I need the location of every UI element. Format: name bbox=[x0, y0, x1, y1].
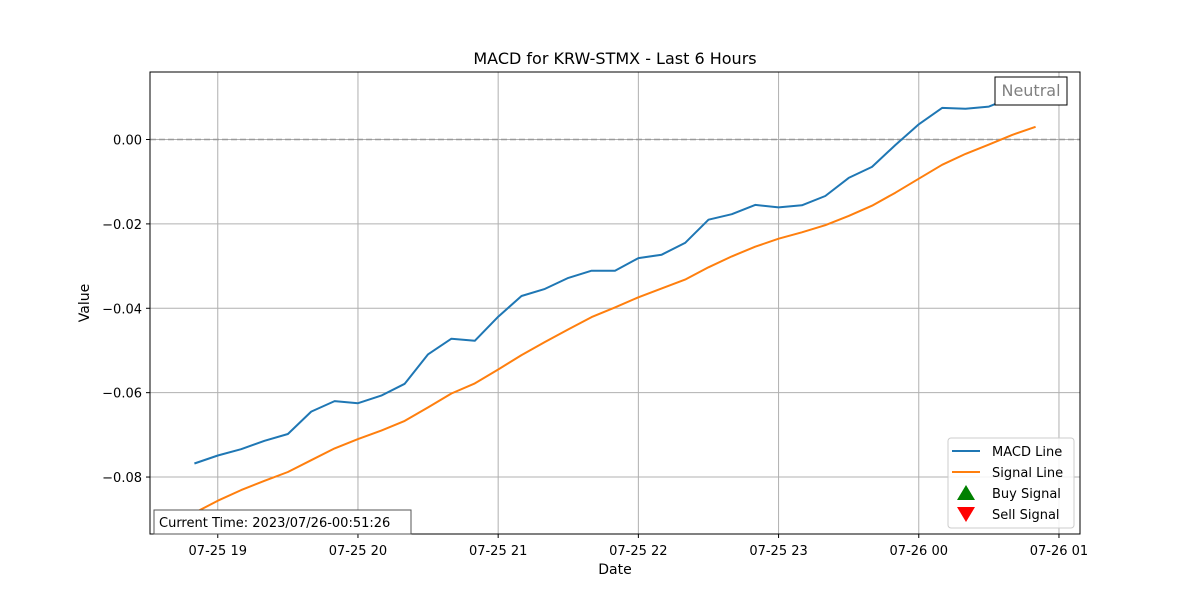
plot-frame bbox=[149, 71, 1081, 535]
y-tick-label: 0.00 bbox=[113, 134, 142, 149]
legend-sell-label: Sell Signal bbox=[992, 508, 1060, 523]
macd-line-series bbox=[194, 85, 1037, 465]
signal-annotation: Neutral bbox=[994, 76, 1068, 106]
x-tick-label: 07-25 19 bbox=[189, 544, 247, 559]
signal-annotation-box bbox=[994, 76, 1068, 106]
plot-area bbox=[150, 72, 1080, 534]
x-axis-ticks: 07-25 19 07-25 20 07-25 21 07-25 22 07-25 23… bbox=[189, 534, 1088, 559]
y-tick-label: −0.02 bbox=[102, 218, 142, 233]
current-time-text: Current Time: 2023/07/26-00:51:26 bbox=[159, 516, 390, 531]
x-axis-label: Date bbox=[598, 562, 631, 578]
y-axis-label: Value bbox=[77, 284, 93, 322]
y-tick-label: −0.04 bbox=[102, 302, 142, 317]
legend-signal-label: Signal Line bbox=[992, 466, 1063, 481]
grid bbox=[150, 72, 1080, 534]
current-time-box: Current Time: 2023/07/26-00:51:26 bbox=[153, 509, 412, 535]
x-tick-label: 07-25 21 bbox=[469, 544, 527, 559]
y-axis-ticks: 0.00 −0.02 −0.04 −0.06 −0.08 bbox=[102, 134, 150, 486]
legend-frame bbox=[947, 437, 1075, 529]
x-tick-label: 07-25 23 bbox=[749, 544, 807, 559]
x-tick-label: 07-26 01 bbox=[1030, 544, 1088, 559]
chart-title: MACD for KRW-STMX - Last 6 Hours bbox=[473, 49, 756, 68]
series-layer bbox=[193, 85, 1037, 514]
legend: MACD Line Signal Line Buy Signal Sell Si… bbox=[947, 437, 1075, 529]
legend-macd-label: MACD Line bbox=[992, 445, 1062, 460]
buy-signal-triangle-up-icon bbox=[957, 485, 975, 500]
y-tick-label: −0.08 bbox=[102, 471, 142, 486]
x-tick-label: 07-26 00 bbox=[890, 544, 948, 559]
current-time-frame bbox=[153, 509, 412, 535]
sell-signal-triangle-down-icon bbox=[957, 507, 975, 522]
legend-buy-label: Buy Signal bbox=[992, 487, 1061, 502]
x-tick-label: 07-25 20 bbox=[329, 544, 387, 559]
x-tick-label: 07-25 22 bbox=[609, 544, 667, 559]
y-tick-label: −0.06 bbox=[102, 387, 142, 402]
signal-line-series bbox=[193, 125, 1036, 514]
signal-annotation-text: Neutral bbox=[1001, 81, 1060, 100]
